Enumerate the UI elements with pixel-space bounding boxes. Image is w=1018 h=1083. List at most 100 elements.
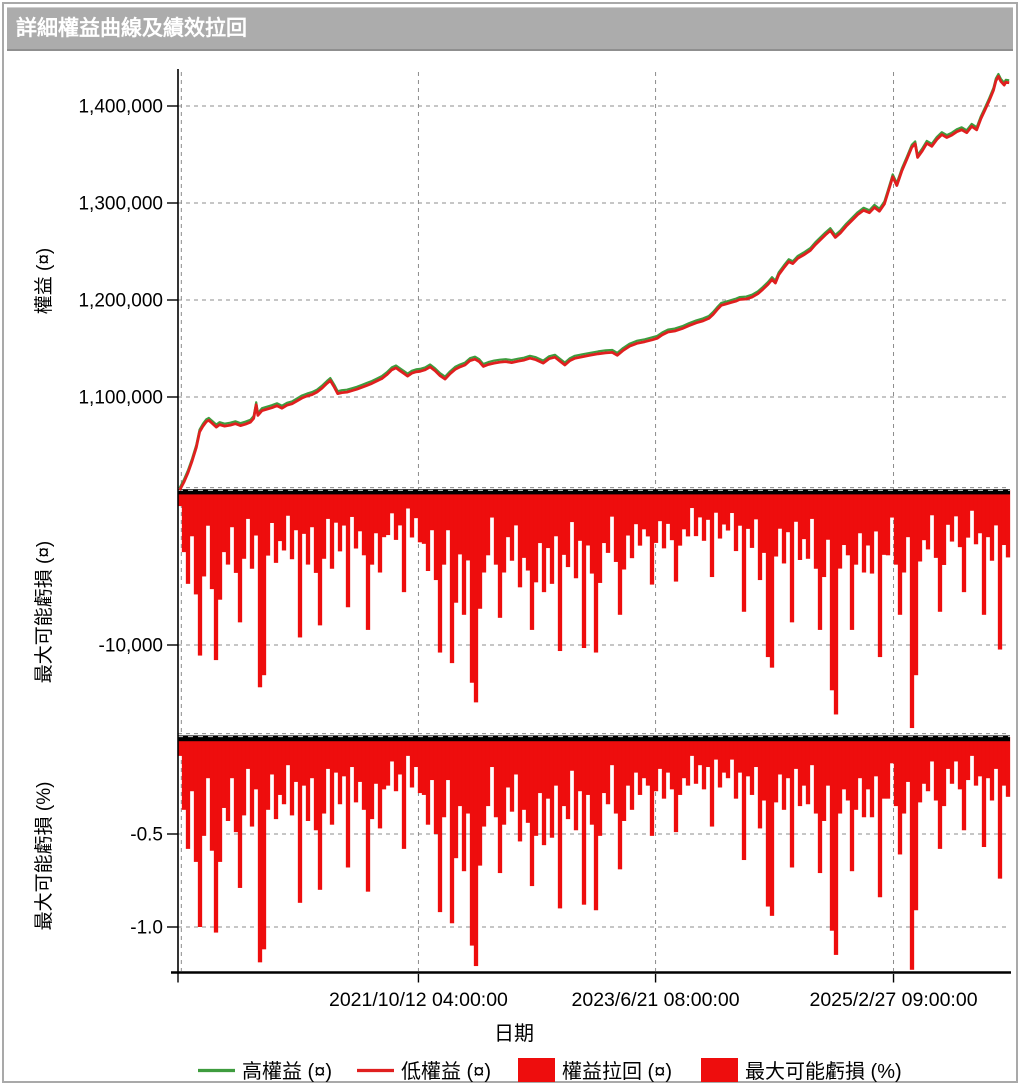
drawdown-percent-bar: [321, 737, 327, 814]
drawdown-currency-bar: [285, 490, 291, 516]
drawdown-percent-bar: [941, 737, 947, 807]
drawdown-currency-bar: [541, 490, 547, 593]
drawdown-currency-bar: [205, 490, 211, 526]
drawdown-currency-bar: [845, 490, 851, 556]
drawdown-currency-bar: [297, 490, 303, 638]
drawdown-currency-bar: [753, 490, 759, 520]
drawdown-currency-bar: [873, 490, 879, 532]
drawdown-currency-bar: [325, 490, 331, 519]
drawdown-percent-bar: [625, 737, 631, 786]
drawdown-percent-bar: [229, 737, 235, 779]
drawdown-percent-bar: [285, 737, 291, 766]
drawdown-currency-bar: [245, 490, 251, 519]
drawdown-percent-bar: [645, 737, 651, 786]
drawdown-currency-bar: [709, 490, 715, 578]
drawdown-percent-bar: [849, 737, 855, 872]
drawdown-currency-bar: [421, 490, 427, 544]
drawdown-currency-bar: [553, 490, 559, 537]
legend-item-label: 低權益 (¤): [401, 1060, 491, 1083]
drawdown-currency-bar: [949, 490, 955, 542]
drawdown-currency-bar: [585, 490, 591, 546]
drawdown-percent-bar: [269, 737, 275, 775]
drawdown-currency-bar: [485, 490, 491, 556]
drawdown-percent-bar: [797, 737, 803, 807]
drawdown-currency-bar: [977, 490, 983, 534]
drawdown-currency-bar: [921, 490, 927, 541]
drawdown-percent-bar: [805, 737, 811, 805]
drawdown-currency-bar: [969, 490, 975, 511]
drawdown-percent-bar: [465, 737, 471, 814]
drawdown-percent-bar: [429, 737, 435, 781]
drawdown-currency-bar: [905, 490, 911, 538]
drawdown-currency-bar: [637, 490, 643, 546]
drawdown-currency-bar: [765, 490, 771, 658]
drawdown-currency-bar: [853, 490, 859, 565]
drawdown-currency-bar: [305, 490, 311, 565]
drawdown-currency-bar: [345, 490, 351, 608]
drawdown-currency-bar: [713, 490, 719, 513]
drawdown-currency-bar: [621, 490, 627, 570]
drawdown-percent-bar: [265, 737, 271, 810]
drawdown-currency-bar: [997, 490, 1003, 650]
drawdown-currency-bar: [333, 490, 339, 523]
drawdown-currency-bar: [1001, 490, 1007, 546]
drawdown-currency-bar: [425, 490, 431, 572]
legend-swatch-rect: [701, 1058, 738, 1082]
drawdown-currency-bar: [965, 490, 971, 538]
drawdown-percent-bar: [325, 737, 331, 769]
drawdown-currency-bar: [653, 490, 659, 543]
drawdown-currency-bar: [1005, 490, 1011, 558]
drawdown-percent-bar: [441, 737, 447, 818]
drawdown-percent-bar: [477, 737, 483, 866]
drawdown-percent-bar: [1005, 737, 1011, 797]
drawdown-percent-bar: [729, 737, 735, 760]
drawdown-percent-bar: [653, 737, 659, 792]
drawdown-currency-bar: [505, 490, 511, 538]
drawdown-percent-bar: [289, 737, 295, 816]
y-axis-title-drawdown-percent: 最大可能虧損 (%): [33, 782, 55, 931]
drawdown-percent-bar: [449, 737, 455, 924]
drawdown-percent-bar: [569, 737, 575, 771]
drawdown-percent-bar: [821, 737, 827, 821]
drawdown-percent-bar: [533, 737, 539, 836]
drawdown-currency-bar: [357, 490, 363, 532]
drawdown-currency-bar: [405, 490, 411, 509]
drawdown-currency-bar: [693, 490, 699, 537]
drawdown-currency-bar: [321, 490, 327, 559]
drawdown-currency-bar: [401, 490, 407, 593]
drawdown-currency-bar: [737, 490, 743, 526]
drawdown-percent-bar: [613, 737, 619, 814]
drawdown-percent-bar: [837, 737, 843, 814]
drawdown-percent-bar: [897, 737, 903, 855]
drawdown-currency-bar: [229, 490, 235, 528]
drawdown-currency-bar: [521, 490, 527, 558]
drawdown-currency-bar: [525, 490, 531, 571]
drawdown-percent-bar: [1001, 737, 1007, 786]
drawdown-currency-bar: [441, 490, 447, 565]
drawdown-currency-bar: [489, 490, 495, 518]
drawdown-percent-bar: [977, 737, 983, 777]
drawdown-currency-bar: [777, 490, 783, 529]
page-title: 詳細權益曲線及績效拉回: [16, 17, 247, 40]
drawdown-currency-bar: [197, 490, 203, 656]
drawdown-currency-bar: [569, 490, 575, 523]
drawdown-currency-bar: [925, 490, 931, 550]
drawdown-currency-bar: [649, 490, 655, 585]
drawdown-currency-bar: [249, 490, 255, 569]
drawdown-percent-bar: [917, 737, 923, 803]
drawdown-currency-bar: [793, 490, 799, 522]
drawdown-percent-bar: [629, 737, 635, 810]
drawdown-currency-bar: [277, 490, 283, 542]
low-equity-line: [178, 75, 1010, 491]
drawdown-percent-bar: [409, 737, 415, 788]
drawdown-currency-bar: [213, 490, 219, 661]
x-axis-title: 日期: [494, 1023, 534, 1045]
drawdown-percent-bar: [589, 737, 595, 825]
drawdown-percent-bar: [557, 737, 563, 909]
y-tick-label: -0.5: [130, 825, 163, 846]
drawdown-currency-bar: [629, 490, 635, 559]
drawdown-percent-bar: [929, 737, 935, 762]
drawdown-percent-bar: [765, 737, 771, 907]
drawdown-currency-bar: [749, 490, 755, 548]
drawdown-percent-bar: [329, 737, 335, 825]
